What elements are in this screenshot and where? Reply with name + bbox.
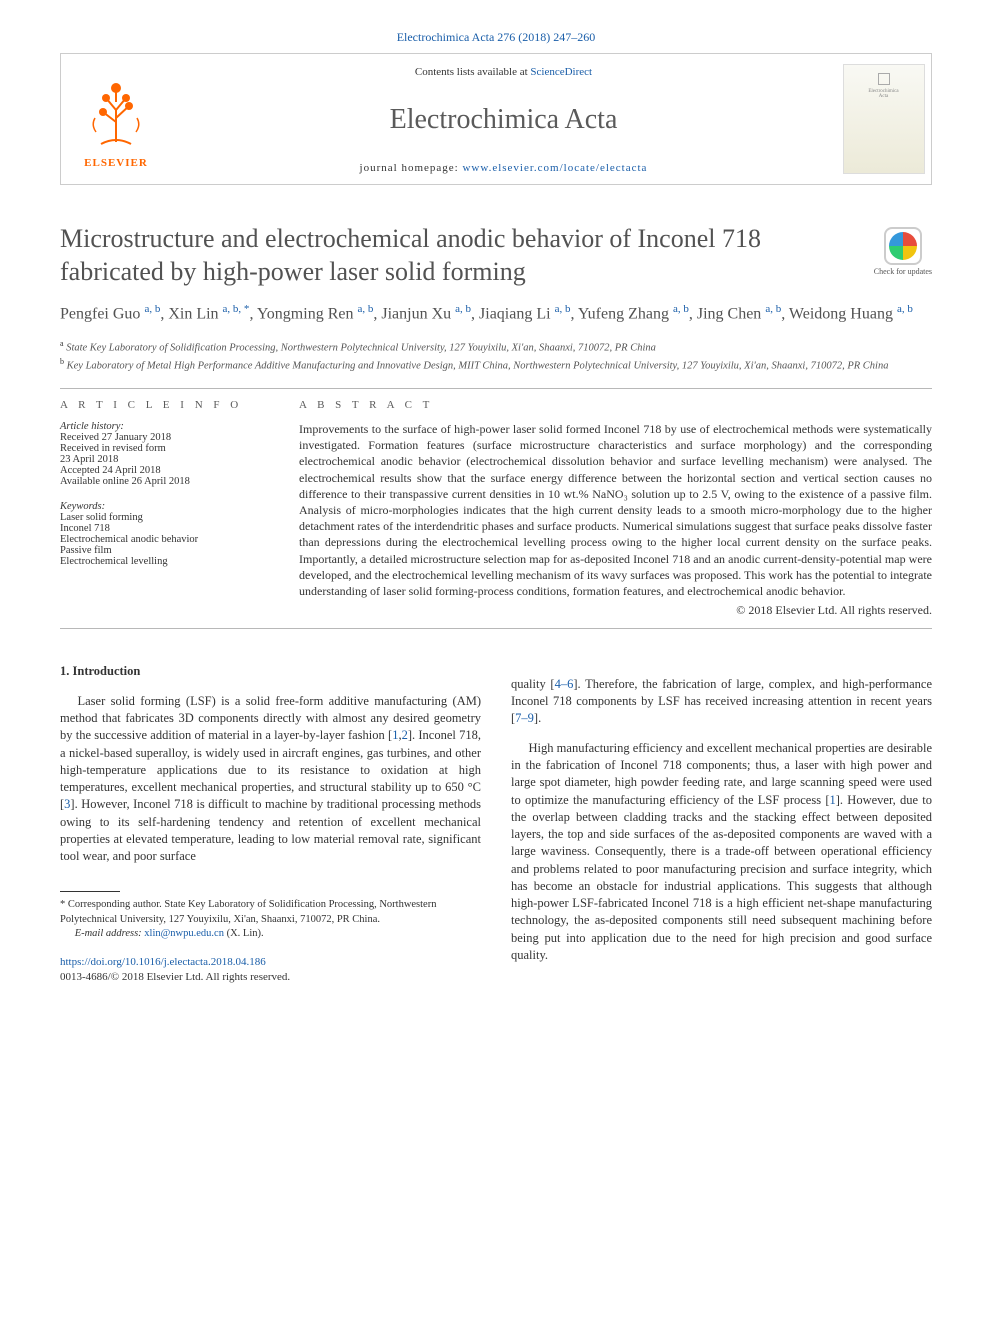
article-info-column: A R T I C L E I N F O Article history: R… <box>60 399 275 618</box>
ref-link-4-6[interactable]: 4–6 <box>555 677 574 691</box>
keyword: Electrochemical levelling <box>60 556 275 567</box>
check-updates-badge[interactable]: Check for updates <box>874 227 932 276</box>
crossmark-icon <box>884 227 922 265</box>
abstract-column: A B S T R A C T Improvements to the surf… <box>299 399 932 618</box>
intro-paragraph-1-cont: quality [4–6]. Therefore, the fabricatio… <box>511 676 932 728</box>
keyword: Laser solid forming <box>60 512 275 523</box>
body-column-left: 1. Introduction Laser solid forming (LSF… <box>60 663 481 985</box>
keyword: Inconel 718 <box>60 523 275 534</box>
corresponding-author-note: * Corresponding author. State Key Labora… <box>60 898 481 926</box>
journal-header: ELSEVIER Contents lists available at Sci… <box>60 53 932 185</box>
journal-cover-thumb: Electrochimica Acta <box>836 54 931 184</box>
affiliation-b: Key Laboratory of Metal High Performance… <box>67 360 889 371</box>
footnote-separator <box>60 891 120 892</box>
issn-line: 0013-4686/© 2018 Elsevier Ltd. All right… <box>60 970 481 985</box>
homepage-prefix: journal homepage: <box>360 162 463 174</box>
check-updates-label: Check for updates <box>874 267 932 276</box>
paper-title: Microstructure and electrochemical anodi… <box>60 223 830 288</box>
publisher-logo: ELSEVIER <box>61 54 171 184</box>
footnotes: * Corresponding author. State Key Labora… <box>60 898 481 941</box>
history-line: Accepted 24 April 2018 <box>60 465 275 476</box>
keyword: Electrochemical anodic behavior <box>60 534 275 545</box>
divider <box>60 388 932 389</box>
history-line: Received 27 January 2018 <box>60 432 275 443</box>
keywords-label: Keywords: <box>60 501 275 512</box>
abstract-text: Improvements to the surface of high-powe… <box>299 421 932 599</box>
publisher-name: ELSEVIER <box>84 157 148 169</box>
abstract-copyright: © 2018 Elsevier Ltd. All rights reserved… <box>299 603 932 618</box>
ref-link-7-9[interactable]: 7–9 <box>515 711 534 725</box>
journal-citation[interactable]: Electrochimica Acta 276 (2018) 247–260 <box>60 30 932 45</box>
body-columns: 1. Introduction Laser solid forming (LSF… <box>60 663 932 985</box>
email-suffix: (X. Lin). <box>224 928 264 939</box>
elsevier-tree-icon <box>81 70 151 155</box>
intro-paragraph-1: Laser solid forming (LSF) is a solid fre… <box>60 693 481 866</box>
history-line: Available online 26 April 2018 <box>60 476 275 487</box>
cover-title-2: Acta <box>879 94 888 99</box>
corresponding-email-link[interactable]: xlin@nwpu.edu.cn <box>144 928 224 939</box>
abstract-header: A B S T R A C T <box>299 399 932 411</box>
affiliations: a State Key Laboratory of Solidification… <box>60 338 932 374</box>
affiliation-a: State Key Laboratory of Solidification P… <box>66 342 656 353</box>
keyword: Passive film <box>60 545 275 556</box>
body-column-right: quality [4–6]. Therefore, the fabricatio… <box>511 663 932 985</box>
divider <box>60 628 932 629</box>
history-line: Received in revised form <box>60 443 275 454</box>
author-list: Pengfei Guo a, b, Xin Lin a, b, *, Yongm… <box>60 302 932 326</box>
journal-homepage: journal homepage: www.elsevier.com/locat… <box>360 162 648 174</box>
history-label: Article history: <box>60 421 275 432</box>
doi-link[interactable]: https://doi.org/10.1016/j.electacta.2018… <box>60 956 266 968</box>
contents-available: Contents lists available at ScienceDirec… <box>415 66 592 78</box>
intro-paragraph-2: High manufacturing efficiency and excell… <box>511 740 932 964</box>
homepage-link[interactable]: www.elsevier.com/locate/electacta <box>462 162 647 174</box>
journal-name: Electrochimica Acta <box>390 104 618 136</box>
email-label: E-mail address: <box>75 928 145 939</box>
contents-prefix: Contents lists available at <box>415 66 530 78</box>
article-info-header: A R T I C L E I N F O <box>60 399 275 411</box>
section-heading-intro: 1. Introduction <box>60 663 481 680</box>
sciencedirect-link[interactable]: ScienceDirect <box>530 66 592 78</box>
footer-links: https://doi.org/10.1016/j.electacta.2018… <box>60 955 481 985</box>
history-line: 23 April 2018 <box>60 454 275 465</box>
